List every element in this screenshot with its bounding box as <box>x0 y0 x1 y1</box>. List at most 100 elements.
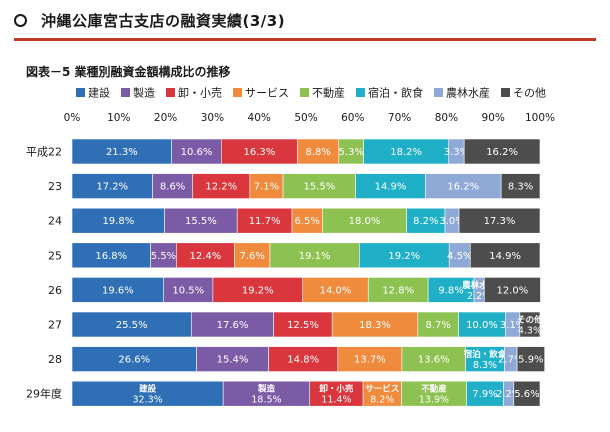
bar-data-label: 14.9% <box>489 251 521 262</box>
bar-data-label: 16.2% <box>486 147 518 158</box>
bar-data-label: 17.3% <box>484 216 516 227</box>
bar-segment-name: 卸・小売 <box>319 384 354 395</box>
bar-data-label: 14.9% <box>375 182 407 193</box>
bar-segment-construction <box>71 138 172 165</box>
bar-segment-name: 製造 <box>257 384 276 395</box>
bar-data-label: 18.0% <box>349 216 381 227</box>
bar-data-label: 2.2% <box>496 389 521 400</box>
bar-segment-other <box>463 138 541 165</box>
bar-segment-manufacturing <box>150 242 177 269</box>
bar-segment-name: その他 <box>517 315 543 326</box>
bar-segment-lodging-food <box>427 277 475 303</box>
legend-label-construction: 建設 <box>88 86 110 100</box>
x-tick-label: 90% <box>482 112 505 124</box>
bar-data-label: 12.5% <box>287 320 319 331</box>
bar-data-label: 32.3% <box>132 395 162 406</box>
bar-data-label: 19.8% <box>102 216 134 227</box>
bar-data-label: 16.8% <box>95 251 127 262</box>
bar-data-label: 12.8% <box>382 285 414 296</box>
bar-segment-other <box>513 380 541 407</box>
bar-data-label: 13.7% <box>354 355 386 366</box>
bar-data-label: 16.3% <box>244 147 276 158</box>
bar-data-label: 14.0% <box>320 285 352 296</box>
bar-segment-services <box>302 277 369 303</box>
bar-segment-wholesale-retail <box>220 138 298 165</box>
bar-segment-construction <box>71 277 165 303</box>
bar-segment-construction <box>71 346 197 372</box>
bar-data-label: 8.8% <box>305 147 330 158</box>
bar-data-label: 8.6% <box>160 182 185 193</box>
legend-label-agriculture-forestry-fisheries: 農林水産 <box>446 86 490 100</box>
bar-segment-other <box>484 277 541 303</box>
bar-segment-wholesale-retail <box>192 173 251 199</box>
bar-segment-name: 宿泊・飲食 <box>464 349 507 360</box>
bar-data-label: 18.2% <box>390 147 422 158</box>
bar-data-label: 12.4% <box>189 251 221 262</box>
x-tick-label: 100% <box>525 112 555 124</box>
bar-segment-construction <box>71 242 151 269</box>
legend-label-services: サービス <box>245 87 289 100</box>
title-divider <box>14 38 596 41</box>
bar-segment-real-estate <box>282 173 356 199</box>
bar-data-label: 8.3% <box>508 182 533 193</box>
bar-data-label: 10.6% <box>181 147 213 158</box>
x-tick-label: 20% <box>154 112 177 124</box>
bar-data-label: 13.6% <box>418 355 450 366</box>
bar-data-label: 17.6% <box>217 320 249 331</box>
x-tick-label: 40% <box>248 112 271 124</box>
bar-data-label: 5.9% <box>518 355 543 366</box>
x-tick-label: 70% <box>388 112 411 124</box>
bar-data-label: 3.3% <box>444 147 469 158</box>
legend-swatch-lodging-food <box>356 88 365 97</box>
page-title-text: 沖縄公庫宮古支店の融資実績(3/3) <box>41 11 286 30</box>
bar-data-label: 7.1% <box>254 182 279 193</box>
bar-segment-wholesale-retail <box>236 207 293 234</box>
legend-swatch-construction <box>76 88 85 97</box>
bar-segment-other <box>519 311 541 338</box>
bar-segment-lodging-food <box>363 138 450 165</box>
x-tick-label: 0% <box>64 112 81 124</box>
bar-data-label: 19.1% <box>299 251 331 262</box>
bar-data-label: 6.5% <box>294 216 319 227</box>
bar-segment-services <box>291 207 323 234</box>
bar-segment-real-estate <box>401 346 466 372</box>
bar-segment-name: サービス <box>365 384 399 395</box>
legend-label-real-estate: 不動産 <box>312 86 345 100</box>
bar-segment-other <box>469 242 541 269</box>
bar-data-label: 8.7% <box>426 320 451 331</box>
bar-segment-lodging-food <box>465 346 505 372</box>
bar-data-label: 4.5% <box>447 251 472 262</box>
bar-data-label: 15.5% <box>185 216 217 227</box>
legend-label-manufacturing: 製造 <box>133 86 155 100</box>
bar-segment-wholesale-retail <box>309 380 364 407</box>
bar-data-label: 2.2% <box>467 291 491 302</box>
category-label: 28 <box>48 353 62 366</box>
bar-data-label: 26.6% <box>118 355 150 366</box>
legend-swatch-real-estate <box>300 88 309 97</box>
x-tick-label: 80% <box>435 112 458 124</box>
bar-data-label: 18.3% <box>359 320 391 331</box>
bar-data-label: 13.9% <box>419 395 449 406</box>
bar-data-label: 15.5% <box>303 182 335 193</box>
bar-data-label: 5.6% <box>514 389 539 400</box>
legend-swatch-manufacturing <box>121 88 130 97</box>
x-tick-label: 60% <box>341 112 364 124</box>
bar-data-label: 8.3% <box>473 360 497 371</box>
bar-data-label: 19.2% <box>242 285 274 296</box>
legend-label-wholesale-retail: 卸・小売 <box>178 86 222 100</box>
category-label: 23 <box>48 180 62 193</box>
category-label: 24 <box>48 215 62 228</box>
x-tick-label: 50% <box>294 112 317 124</box>
bar-segment-other <box>458 207 541 234</box>
bar-data-label: 15.4% <box>217 355 249 366</box>
bar-segment-services <box>337 346 403 372</box>
legend-label-other: その他 <box>513 87 546 100</box>
bar-segment-real-estate <box>269 242 360 269</box>
bar-segment-lodging-food <box>406 207 446 234</box>
legend-swatch-wholesale-retail <box>166 88 175 97</box>
bar-segment-lodging-food <box>458 311 506 338</box>
legend-label-lodging-food: 宿泊・飲食 <box>368 86 423 100</box>
bar-segment-lodging-food <box>359 242 450 269</box>
bar-data-label: 4.3% <box>518 326 542 337</box>
